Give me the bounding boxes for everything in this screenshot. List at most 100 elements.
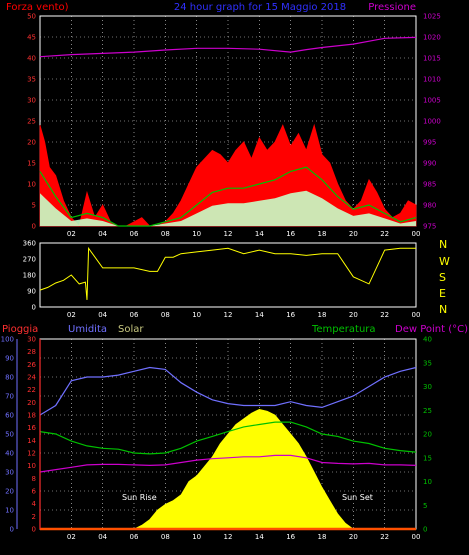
y-tick-label-humidity: 100 — [1, 336, 14, 344]
y-tick-label-right: 1025 — [423, 13, 441, 21]
x-tick-label: 10 — [192, 533, 201, 541]
y-tick-label-rain: 2 — [32, 513, 36, 521]
y-tick-label-humidity: 50 — [5, 431, 14, 439]
x-tick-label: 10 — [192, 230, 201, 238]
y-tick-label-right: 975 — [423, 223, 436, 231]
y-tick-label-rain: 10 — [27, 462, 36, 470]
x-tick-label: 16 — [286, 533, 295, 541]
x-tick-label: 22 — [380, 311, 389, 319]
compass-label: N — [439, 238, 447, 251]
x-tick-label: 12 — [224, 311, 233, 319]
x-tick-label: 02 — [67, 230, 76, 238]
direction-line — [39, 246, 416, 300]
y-tick-label-humidity: 20 — [5, 488, 14, 496]
y-tick-label-humidity: 10 — [5, 507, 14, 515]
y-tick-label: 5 — [32, 202, 36, 210]
y-tick-label-temperature: 10 — [423, 478, 432, 486]
x-tick-label: 22 — [380, 533, 389, 541]
y-tick-label-right: 990 — [423, 160, 436, 168]
x-tick-label: 00 — [412, 533, 421, 541]
y-tick-label-rain: 18 — [27, 412, 36, 420]
y-tick-label-temperature: 40 — [423, 336, 432, 344]
y-tick-label-right: 980 — [423, 202, 436, 210]
y-tick-label-right: 1010 — [423, 76, 441, 84]
y-tick-label: 10 — [27, 181, 36, 189]
x-tick-label: 06 — [130, 311, 139, 319]
y-tick-label-humidity: 30 — [5, 469, 14, 477]
y-tick-label-temperature: 25 — [423, 407, 432, 415]
y-tick-label-humidity: 90 — [5, 355, 14, 363]
y-tick-label-right: 1000 — [423, 118, 441, 126]
y-tick-label-temperature: 15 — [423, 454, 432, 462]
y-tick-label-right: 1015 — [423, 55, 441, 63]
y-tick-label-humidity: 60 — [5, 412, 14, 420]
y-tick-label-right: 1020 — [423, 34, 441, 42]
temperature-label: Temperatura — [311, 324, 376, 335]
x-tick-label: 00 — [412, 230, 421, 238]
x-tick-label: 00 — [412, 311, 421, 319]
x-tick-label: 12 — [224, 230, 233, 238]
wind-min-area — [40, 190, 416, 226]
pressure-line — [39, 36, 417, 58]
y-tick-label: 25 — [27, 118, 36, 126]
y-tick-label-temperature: 5 — [423, 502, 427, 510]
x-tick-label: 14 — [255, 533, 264, 541]
y-tick-label-rain: 6 — [32, 488, 37, 496]
y-tick-label: 45 — [27, 34, 36, 42]
wind-avg-line — [39, 166, 417, 227]
y-tick-label: 180 — [23, 272, 36, 280]
y-tick-label-rain: 16 — [27, 424, 36, 432]
y-tick-label-rain: 4 — [32, 500, 37, 508]
direction-panel-frame — [39, 242, 417, 308]
x-tick-label: 04 — [98, 230, 107, 238]
x-tick-label: 14 — [255, 311, 264, 319]
y-tick-label-humidity: 0 — [10, 526, 14, 534]
compass-label: N — [439, 303, 447, 316]
x-tick-label: 12 — [224, 533, 233, 541]
x-tick-label: 10 — [192, 311, 201, 319]
y-tick-label-temperature: 30 — [423, 383, 432, 391]
x-tick-label: 04 — [98, 311, 107, 319]
temperature-line — [39, 421, 417, 455]
y-tick-label-rain: 26 — [27, 361, 36, 369]
x-tick-label: 02 — [67, 533, 76, 541]
x-tick-label: 08 — [161, 533, 170, 541]
dewpoint-line — [39, 454, 417, 473]
y-tick-label-right: 985 — [423, 181, 436, 189]
y-tick-label: 20 — [27, 139, 36, 147]
humidity-label: Umidita — [68, 324, 107, 335]
y-tick-label: 0 — [32, 304, 36, 312]
y-tick-label-humidity: 40 — [5, 450, 14, 458]
y-tick-label: 0 — [32, 223, 36, 231]
sunrise-annotation: Sun Rise — [122, 493, 157, 502]
x-tick-label: 18 — [318, 533, 327, 541]
x-tick-label: 16 — [286, 311, 295, 319]
y-tick-label-rain: 28 — [27, 348, 36, 356]
y-tick-label: 35 — [27, 76, 36, 84]
y-tick-label-humidity: 70 — [5, 393, 14, 401]
rain-label: Pioggia — [2, 324, 38, 335]
y-tick-label-rain: 22 — [27, 386, 36, 394]
compass-label: E — [439, 287, 446, 300]
x-tick-label: 14 — [255, 230, 264, 238]
x-tick-label: 06 — [130, 230, 139, 238]
y-tick-label-rain: 24 — [27, 374, 36, 382]
x-tick-label: 20 — [349, 533, 358, 541]
compass-label: W — [439, 255, 450, 268]
y-tick-label: 90 — [27, 288, 36, 296]
dewpoint-label: Dew Point (°C) — [395, 324, 468, 335]
humidity-line — [39, 366, 417, 416]
y-tick-label-rain: 30 — [27, 336, 36, 344]
x-tick-label: 08 — [161, 311, 170, 319]
x-tick-label: 04 — [98, 533, 107, 541]
x-tick-label: 20 — [349, 230, 358, 238]
compass-label: S — [439, 271, 446, 284]
y-tick-label: 40 — [27, 55, 36, 63]
y-tick-label: 270 — [23, 256, 36, 264]
y-tick-label-rain: 0 — [32, 526, 36, 534]
y-tick-label-humidity: 80 — [5, 374, 14, 382]
y-tick-label: 50 — [27, 13, 36, 21]
y-tick-label-rain: 8 — [32, 475, 36, 483]
y-tick-label-temperature: 35 — [423, 359, 432, 367]
